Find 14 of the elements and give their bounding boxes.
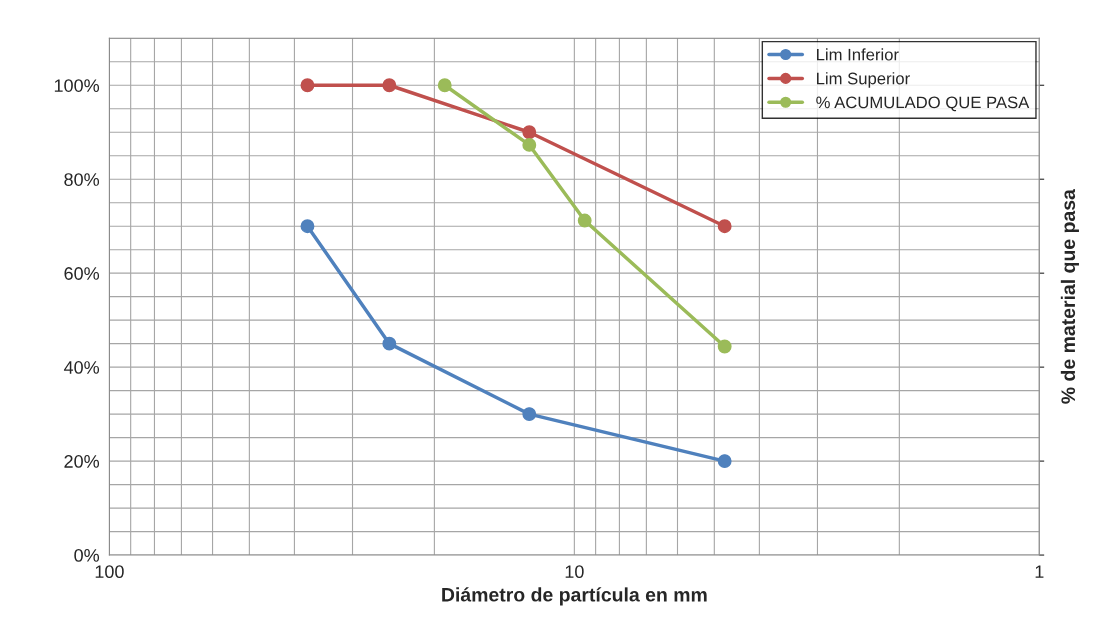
legend-label: % ACUMULADO QUE PASA: [816, 96, 1030, 112]
legend-label: Lim Superior: [817, 72, 910, 88]
x-axis-title: Diámetro de partícula en mm: [442, 587, 707, 606]
legend-label: Lim Inferior: [817, 48, 899, 61]
x-tick-label: 1: [1035, 565, 1044, 578]
y-tick-label: 60%: [64, 267, 100, 280]
y-tick-label: 40%: [63, 361, 100, 374]
y-tick-label: 20%: [64, 455, 100, 468]
x-tick-label: 100: [95, 565, 124, 579]
y-tick-label: 80%: [64, 173, 100, 186]
y-tick-label: 100%: [54, 79, 100, 92]
y-tick-label: 0%: [74, 548, 100, 562]
y-axis-title: % de material que pasa: [1060, 189, 1079, 404]
x-tick-label: 10: [565, 565, 584, 579]
